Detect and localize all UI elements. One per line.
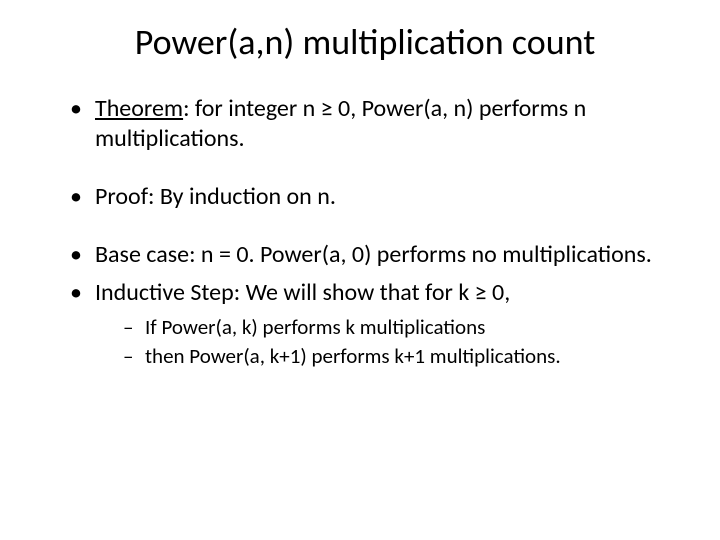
sub-if-text: If Power(a, k) performs k multiplication… — [145, 314, 485, 340]
base-case-text: Base case: n = 0. Power(a, 0) performs n… — [95, 240, 652, 269]
bullet-inductive-step: Inductive Step: We will show that for k … — [70, 278, 670, 371]
inductive-text: Inductive Step: We will show that for k … — [95, 278, 510, 307]
proof-text: Proof: By induction on n. — [95, 182, 336, 211]
sub-item-then: then Power(a, k+1) performs k+1 multipli… — [123, 343, 670, 370]
sub-list: If Power(a, k) performs k multiplication… — [95, 314, 670, 371]
sub-item-if: If Power(a, k) performs k multiplication… — [123, 314, 670, 341]
sub-then-text: then Power(a, k+1) performs k+1 multipli… — [145, 343, 561, 369]
bullet-theorem: Theorem: for integer n ≥ 0, Power(a, n) … — [70, 94, 670, 154]
bullet-base-case: Base case: n = 0. Power(a, 0) performs n… — [70, 240, 670, 270]
slide-title: Power(a,n) multiplication count — [50, 20, 670, 64]
theorem-label: Theorem — [95, 94, 183, 123]
bullet-list: Theorem: for integer n ≥ 0, Power(a, n) … — [50, 94, 670, 371]
bullet-proof: Proof: By induction on n. — [70, 182, 670, 212]
